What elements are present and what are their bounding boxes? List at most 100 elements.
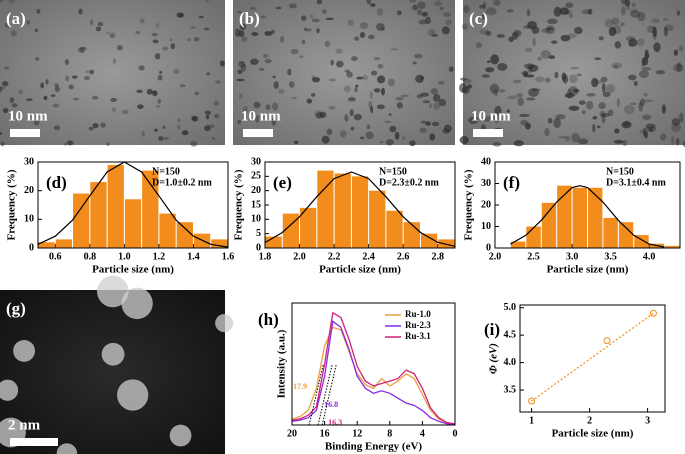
particle (287, 68, 292, 76)
particle (662, 18, 669, 21)
particle (264, 31, 273, 36)
particle (417, 9, 422, 16)
particle (68, 84, 74, 90)
particle (376, 7, 384, 16)
particle (169, 424, 192, 447)
particle (614, 65, 618, 68)
particle (571, 132, 580, 143)
particle (365, 131, 374, 140)
particle (384, 120, 392, 124)
bar (38, 242, 55, 248)
y-tick-label: 10 (24, 214, 34, 225)
particle (415, 74, 424, 83)
x-tick-label: 2.6 (397, 251, 410, 262)
particle (169, 38, 173, 42)
particle (624, 0, 631, 7)
particle (547, 27, 554, 31)
particle (614, 41, 622, 49)
particle (443, 12, 451, 17)
annotation: D=2.3±0.2 nm (379, 177, 439, 188)
particle (592, 116, 598, 120)
panel-label: (d) (46, 173, 67, 192)
particle (390, 48, 399, 51)
annotation: D=3.1±0.4 nm (606, 177, 666, 188)
annotation: 17.9 (293, 382, 307, 391)
particle (370, 70, 378, 76)
particle (640, 98, 645, 107)
particle (526, 8, 531, 17)
bar (317, 170, 334, 248)
particle (620, 22, 625, 27)
particle (0, 379, 19, 401)
particle (89, 19, 94, 26)
particle (301, 39, 306, 45)
particle (508, 36, 514, 43)
y-tick-label: 20 (481, 199, 491, 210)
bar (369, 190, 386, 248)
particle (409, 140, 416, 147)
particle (355, 84, 359, 88)
particle (586, 93, 596, 97)
particle (325, 17, 334, 21)
particle (499, 116, 507, 121)
particle (26, 98, 33, 102)
micrograph: (g) 2 nm (0, 275, 234, 454)
particle (507, 95, 518, 100)
x-tick-label: 2.4 (362, 251, 375, 262)
particle (106, 142, 110, 147)
particle (322, 9, 327, 14)
bar (159, 213, 176, 248)
chart: 2.0 2.5 3.0 3.5 4.0 0 10 20 30 40 Particle size (n… (463, 156, 681, 276)
series-line (291, 320, 456, 426)
particle (237, 10, 242, 14)
trendline (531, 312, 654, 402)
particle (513, 140, 524, 147)
onset-tangent (317, 364, 333, 426)
particle (213, 113, 220, 119)
particle (56, 443, 78, 454)
x-tick-label: 2.8 (431, 251, 444, 262)
panel-label: (a) (6, 9, 26, 28)
particle (493, 88, 499, 97)
panel-label: (i) (484, 320, 500, 339)
particle (532, 37, 536, 47)
particle (79, 46, 86, 53)
annotation: N=150 (379, 166, 407, 177)
particle (92, 122, 99, 129)
onset-tangent (308, 364, 324, 426)
particle (420, 120, 428, 124)
particle (442, 128, 450, 134)
y-tick-label: 30 (24, 156, 34, 167)
particle (569, 66, 580, 70)
particle (608, 26, 617, 37)
particle (359, 31, 366, 39)
particle (475, 42, 482, 49)
particle (659, 133, 667, 141)
particle (335, 48, 343, 54)
particle (289, 81, 295, 88)
bar (588, 187, 603, 248)
x-axis-label: Particle size (nm) (552, 428, 634, 440)
particle (535, 76, 545, 83)
y-axis-label: Φ (eV) (488, 343, 500, 374)
particle (368, 34, 375, 40)
particle (111, 107, 117, 113)
particle (72, 97, 80, 101)
particle (190, 141, 198, 147)
particle (429, 133, 436, 141)
particle (157, 74, 163, 81)
plot-frame (264, 161, 456, 249)
micrograph: (b) 10 nm (233, 0, 455, 147)
particle (638, 101, 643, 112)
particle (177, 118, 181, 122)
particle (238, 61, 246, 68)
chart: 0.6 0.8 1.0 1.2 1.4 1.6 0 10 20 30 Particle size (… (6, 156, 235, 275)
particle (623, 120, 630, 127)
particle (303, 27, 308, 31)
particle (78, 8, 83, 15)
particle (459, 136, 469, 145)
particle (354, 87, 358, 93)
particle (439, 6, 444, 11)
particle (388, 113, 392, 117)
particle (347, 97, 356, 102)
